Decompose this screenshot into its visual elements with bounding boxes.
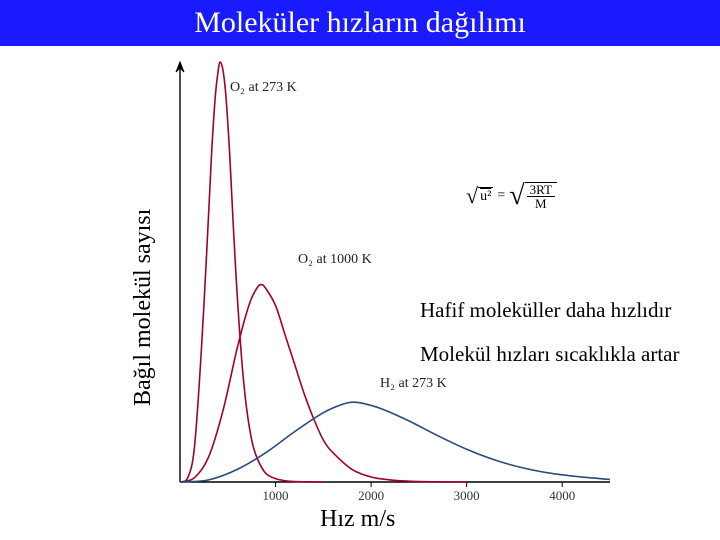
title-bar: Moleküler hızların dağılımı — [0, 0, 720, 46]
curve-O2_1000K — [180, 285, 467, 482]
page-title: Moleküler hızların dağılımı — [194, 6, 526, 40]
x-tick-3000: 3000 — [454, 488, 480, 504]
x-tick-4000: 4000 — [549, 488, 575, 504]
x-tick-2000: 2000 — [358, 488, 384, 504]
chart-area: Bağıl molekül sayısı Hız m/s Hafif molek… — [0, 46, 720, 540]
distribution-plot — [0, 46, 720, 540]
x-tick-1000: 1000 — [263, 488, 289, 504]
curve-O2_273K — [180, 62, 323, 482]
curve-H2_273K — [180, 402, 610, 482]
